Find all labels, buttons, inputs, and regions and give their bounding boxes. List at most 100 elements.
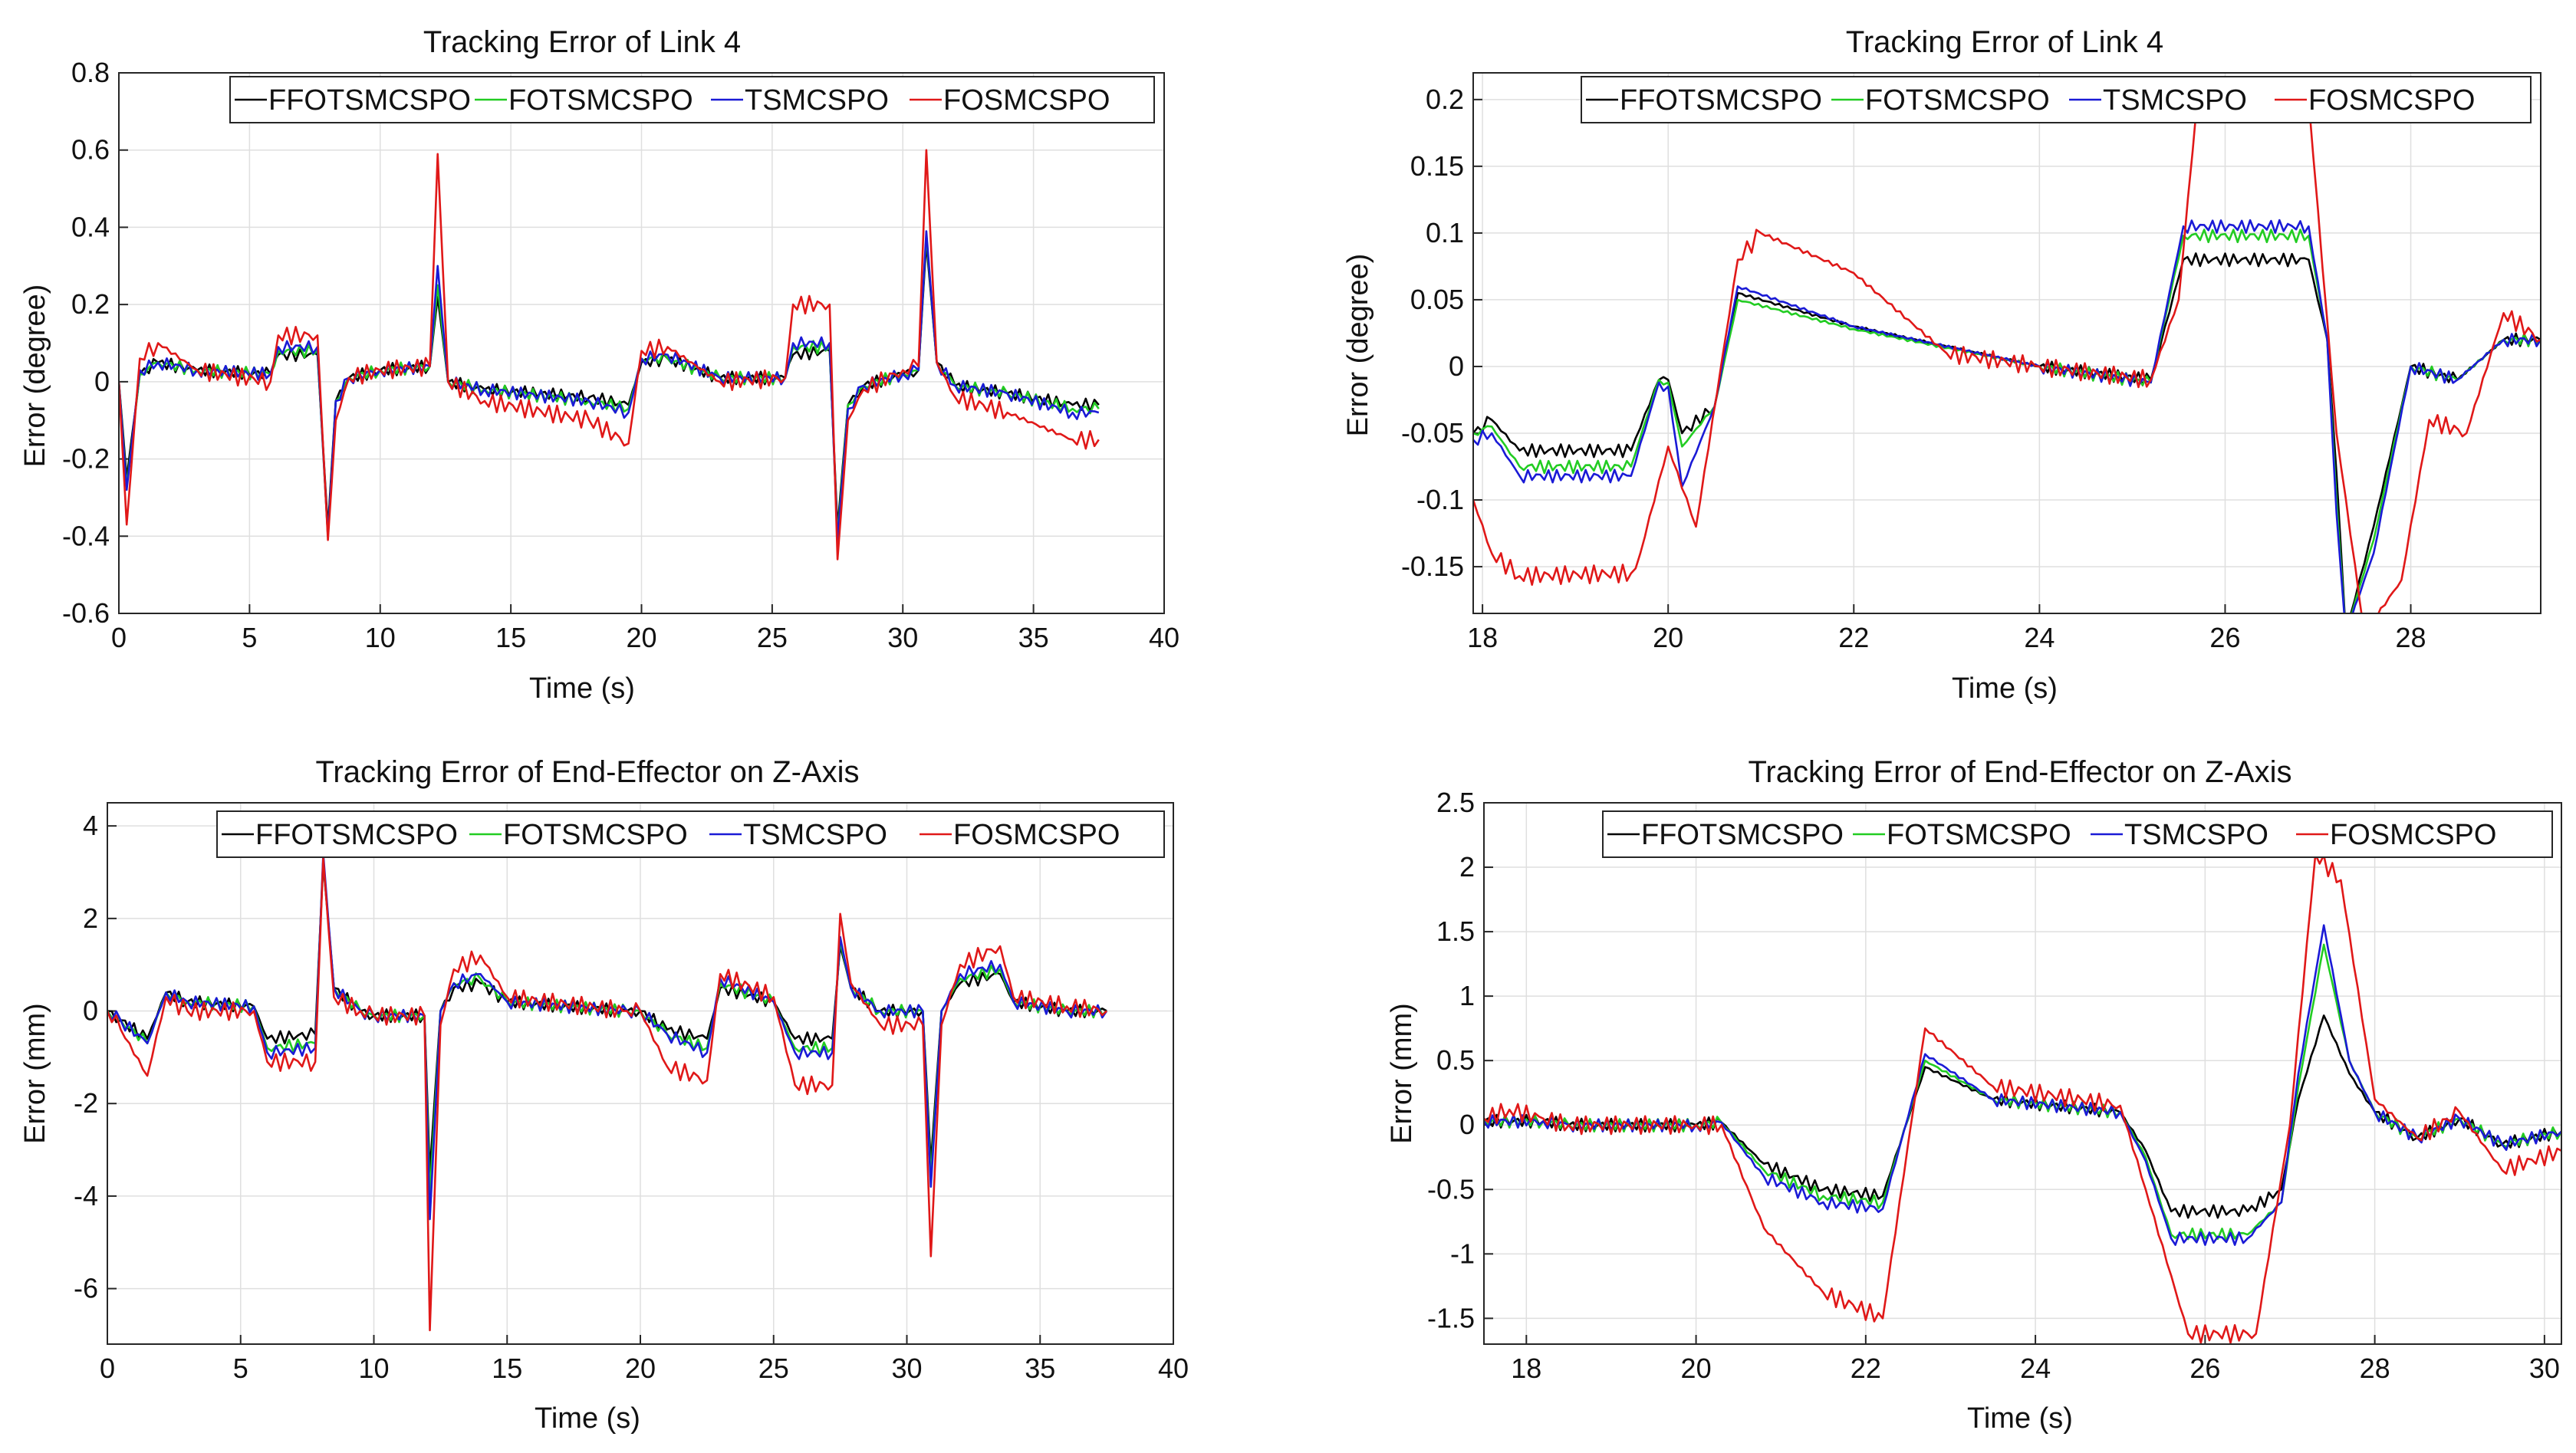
y-tick-label: -0.6	[62, 597, 110, 629]
chart-panel-link4-full: Tracking Error of Link 4 Time (s) Error …	[19, 25, 1179, 705]
x-tick-label: 24	[2024, 622, 2055, 653]
legend-entry: FOSMCSPO	[953, 819, 1120, 851]
y-tick-label: -0.1	[1416, 484, 1464, 515]
legend-entry: TSMCSPO	[2103, 84, 2247, 117]
y-tick-label: -1.5	[1427, 1302, 1475, 1333]
legend-entry: FOSMCSPO	[2330, 819, 2496, 851]
y-axis-label: Error (degree)	[1342, 254, 1374, 437]
legend-entry: FOTSMCSPO	[1865, 84, 2050, 117]
y-tick-label: 4	[83, 810, 98, 841]
series-line-tsmcspo	[1484, 924, 2561, 1246]
y-tick-label: 0	[1459, 1109, 1475, 1140]
x-tick-label: 22	[1838, 622, 1869, 653]
x-tick-label: 25	[757, 622, 788, 653]
x-tick-label: 20	[1681, 1353, 1712, 1384]
y-tick-label: -0.05	[1401, 417, 1464, 449]
y-tick-label: 0.6	[71, 134, 110, 166]
y-tick-label: -6	[74, 1273, 98, 1304]
x-tick-label: 28	[2396, 622, 2426, 653]
x-tick-label: 5	[233, 1353, 248, 1384]
y-tick-label: 0.5	[1436, 1044, 1475, 1076]
y-tick-label: -0.4	[62, 520, 110, 551]
legend-entry: FOSMCSPO	[943, 84, 1110, 117]
legend-entry: FOTSMCSPO	[508, 84, 693, 117]
x-tick-label: 24	[2020, 1353, 2051, 1384]
legend: FFOTSMCSPO FOTSMCSPO TSMCSPO FOSMCSPO	[1581, 76, 2532, 123]
x-tick-label: 28	[2360, 1353, 2390, 1384]
y-tick-label: -1	[1450, 1238, 1475, 1269]
x-tick-label: 18	[1467, 622, 1498, 653]
y-tick-label: 0.05	[1410, 284, 1464, 315]
y-tick-label: 0.8	[71, 57, 110, 88]
x-axis-label: Time (s)	[1952, 672, 2058, 705]
legend-entry: FOTSMCSPO	[1887, 819, 2071, 851]
x-axis-label: Time (s)	[535, 1402, 640, 1435]
legend: FFOTSMCSPO FOTSMCSPO TSMCSPO FOSMCSPO	[1602, 810, 2553, 858]
y-tick-label: 0.4	[71, 211, 110, 242]
x-tick-label: 25	[758, 1353, 789, 1384]
y-tick-label: 1	[1459, 980, 1475, 1011]
chart-panel-z-zoom: Tracking Error of End-Effector on Z-Axis…	[1386, 755, 2562, 1435]
y-tick-label: 0.1	[1426, 217, 1464, 248]
y-tick-label: 0.2	[71, 288, 110, 320]
x-tick-label: 15	[495, 622, 526, 653]
series-line-fotsmcspo	[1484, 943, 2561, 1242]
x-axis-label: Time (s)	[1967, 1402, 2073, 1435]
chart-title: Tracking Error of End-Effector on Z-Axis	[1748, 755, 2291, 789]
series-line-fosmcspo	[119, 149, 1100, 560]
x-tick-label: 40	[1149, 622, 1179, 653]
y-axis-label: Error (mm)	[19, 1003, 51, 1144]
x-tick-label: 10	[358, 1353, 389, 1384]
chart-title: Tracking Error of Link 4	[1846, 25, 2163, 59]
legend-entry: FOTSMCSPO	[503, 819, 688, 851]
legend-entry: FOSMCSPO	[2308, 84, 2475, 117]
y-axis-label: Error (degree)	[19, 284, 51, 468]
legend-entry: FFOTSMCSPO	[255, 819, 458, 851]
plot-frame	[1472, 72, 2541, 614]
y-tick-label: -2	[74, 1087, 98, 1119]
plot-frame	[107, 802, 1174, 1345]
x-tick-label: 35	[1018, 622, 1049, 653]
plot-frame	[1483, 802, 2562, 1345]
plot-frame	[118, 72, 1165, 614]
legend-entry: FFOTSMCSPO	[1641, 819, 1844, 851]
x-tick-label: 20	[625, 1353, 656, 1384]
chart-title: Tracking Error of Link 4	[423, 25, 741, 59]
y-tick-label: 0.2	[1426, 84, 1464, 115]
legend-entry: FFOTSMCSPO	[1620, 84, 1822, 117]
x-tick-label: 20	[1653, 622, 1683, 653]
y-tick-label: 2	[1459, 851, 1475, 883]
x-axis-label: Time (s)	[529, 672, 635, 705]
legend-entry: TSMCSPO	[745, 84, 889, 117]
series-line-tsmcspo	[1473, 219, 2541, 613]
series-line-tsmcspo	[107, 853, 1108, 1221]
x-tick-label: 35	[1025, 1353, 1055, 1384]
x-tick-label: 0	[111, 622, 127, 653]
chart-panel-z-full: Tracking Error of End-Effector on Z-Axis…	[19, 755, 1189, 1435]
x-tick-label: 26	[2209, 622, 2240, 653]
chart-panel-link4-zoom: Tracking Error of Link 4 Time (s) Error …	[1342, 25, 2541, 705]
y-axis-label: Error (mm)	[1386, 1003, 1418, 1144]
x-tick-label: 30	[891, 1353, 922, 1384]
y-tick-label: 0.15	[1410, 150, 1464, 182]
x-tick-label: 10	[365, 622, 396, 653]
x-tick-label: 15	[492, 1353, 522, 1384]
series-line-fosmcspo	[1473, 89, 2541, 613]
x-tick-label: 30	[2529, 1353, 2560, 1384]
y-tick-label: 1.5	[1436, 916, 1475, 947]
y-tick-label: 2	[83, 902, 98, 934]
legend: FFOTSMCSPO FOTSMCSPO TSMCSPO FOSMCSPO	[216, 810, 1165, 858]
legend: FFOTSMCSPO FOTSMCSPO TSMCSPO FOSMCSPO	[229, 76, 1155, 123]
x-tick-label: 0	[100, 1353, 115, 1384]
series-line-ffotsmcspo	[1473, 252, 2541, 613]
legend-entry: FFOTSMCSPO	[268, 84, 471, 117]
chart-title: Tracking Error of End-Effector on Z-Axis	[315, 755, 859, 789]
y-tick-label: -4	[74, 1180, 98, 1211]
x-tick-label: 26	[2189, 1353, 2220, 1384]
y-tick-label: 2.5	[1436, 787, 1475, 818]
x-tick-label: 22	[1851, 1353, 1881, 1384]
y-tick-label: -0.2	[62, 443, 110, 475]
x-tick-label: 5	[242, 622, 257, 653]
legend-entry: TSMCSPO	[743, 819, 887, 851]
x-tick-label: 18	[1511, 1353, 1541, 1384]
